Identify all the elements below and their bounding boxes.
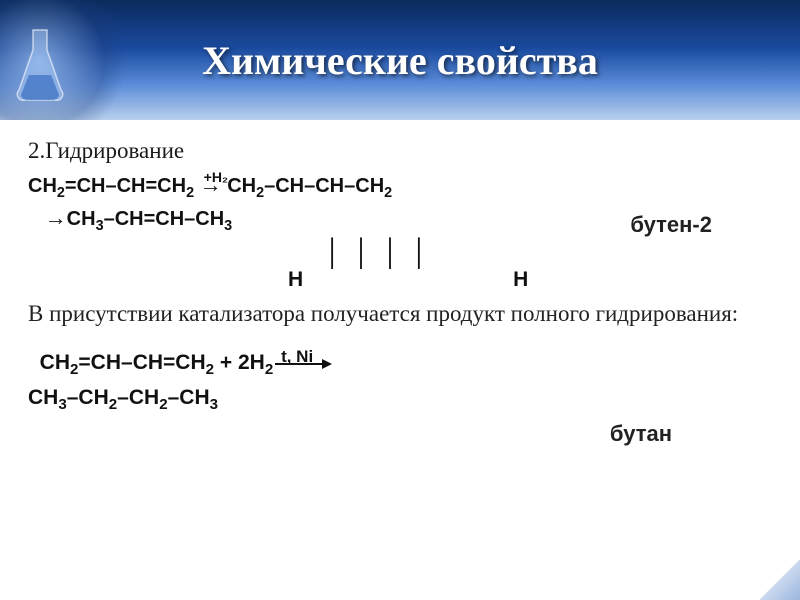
long-arrow-icon	[275, 363, 330, 365]
reaction-2: СН2=СН–СН=СН2 + 2Н2 t, Ni СН3–СН2–СН2–СН…	[28, 347, 772, 417]
paragraph: В присутствии катализатора получается пр…	[28, 300, 772, 329]
slide-title: Химические свойства	[202, 37, 598, 84]
r2-l1a: СН	[40, 351, 70, 374]
r2-cond-wrap: t, Ni	[279, 347, 330, 379]
r2-l1b: =СН–СН=СН	[78, 351, 205, 374]
h-atom-1: Н	[288, 268, 303, 292]
bond-lines: │ │ │ │	[323, 238, 772, 268]
product-2-label: бутан	[28, 421, 672, 447]
r1-cond: +Н₂	[204, 168, 229, 188]
slide-root: Химические свойства 2.Гидрирование СН2=С…	[0, 0, 800, 600]
r1-l2: СН	[67, 208, 96, 230]
r1-arrow-wrap: +Н₂ →	[200, 170, 222, 201]
h-atoms-row: Н Н	[288, 268, 772, 292]
slide-header: Химические свойства	[0, 0, 800, 120]
r1-mid: СН	[227, 175, 256, 197]
r1-lhs1: СН	[28, 175, 57, 197]
r2-plus: + 2Н	[214, 351, 265, 374]
r1-l2b: –СН=СН–СН	[104, 208, 225, 230]
r2-l2a: СН	[28, 386, 58, 409]
r2-l2b: –СН	[67, 386, 109, 409]
slide-content: 2.Гидрирование СН2=СН–СН=СН2 +Н₂ → СН2–С…	[0, 120, 800, 457]
corner-fold-icon	[760, 560, 800, 600]
r1-mid2: –СН–СН–СН	[264, 175, 384, 197]
r2-l2c: –СН	[117, 386, 159, 409]
r2-cond: t, Ni	[281, 344, 313, 370]
r2-l2d: –СН	[168, 386, 210, 409]
r1-lhs2: =СН–СН=СН	[65, 175, 186, 197]
r1-arrow2: →	[45, 205, 67, 230]
flask-icon	[15, 25, 65, 105]
subheading: 2.Гидрирование	[28, 138, 772, 164]
h-atom-2: Н	[513, 268, 528, 292]
